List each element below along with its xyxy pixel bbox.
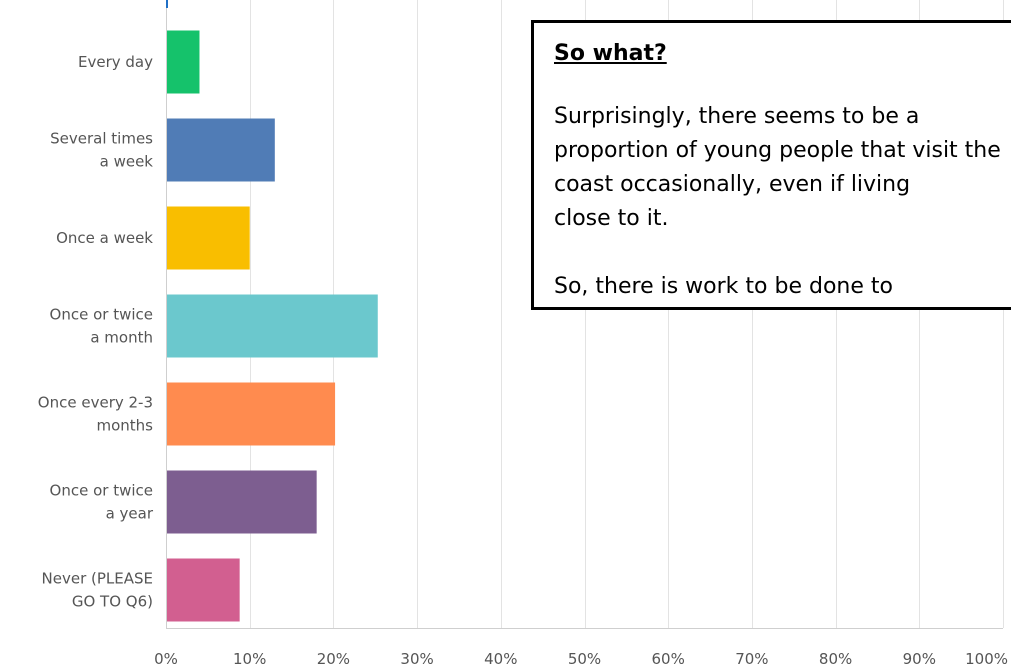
category-label: Several times a week (50, 130, 153, 171)
tick-label: 10% (233, 650, 266, 666)
tick-label: 40% (484, 650, 517, 666)
tick-label: 100% (965, 650, 1008, 666)
tick-label: 70% (735, 650, 768, 666)
callout-body: Surprisingly, there seems to be a proport… (554, 100, 1011, 307)
tick-label: 60% (652, 650, 685, 666)
category-label: Once or twice a year (50, 482, 154, 523)
category-label: Once a week (56, 229, 153, 247)
category-label: Once or twice a month (50, 306, 153, 347)
category-label: Once every 2-3 months (38, 394, 153, 435)
tick-label: 50% (568, 650, 601, 666)
category-label: Every day (78, 53, 153, 71)
callout-paragraph: Surprisingly, there seems to be a proport… (554, 104, 1001, 231)
category-labels: Every day Several times a week Once a week O… (38, 53, 154, 611)
tick-labels: 0% 10% 20% 30% 40% 50% 60% 70% 80% 90% 100% (154, 650, 1008, 666)
tick-label: 80% (819, 650, 852, 666)
bar (167, 294, 378, 358)
bar (167, 118, 275, 182)
bar (167, 206, 250, 270)
bar (167, 558, 240, 622)
callout-heading: So what? (554, 41, 667, 66)
tick-label: 90% (903, 650, 936, 666)
tick-label: 30% (400, 650, 433, 666)
callout-paragraph: So, there is work to be done toconnectin… (554, 274, 893, 299)
bar (167, 470, 317, 534)
so-what-callout: So what? Surprisingly, there seems to be… (531, 20, 1011, 310)
category-label: Never (PLEASE GO TO Q6) (42, 570, 153, 611)
bars (167, 30, 378, 622)
tick-label: 20% (317, 650, 350, 666)
bar (167, 382, 336, 446)
tick-label: 0% (154, 650, 178, 666)
axis (166, 0, 1003, 629)
bar (167, 30, 200, 94)
